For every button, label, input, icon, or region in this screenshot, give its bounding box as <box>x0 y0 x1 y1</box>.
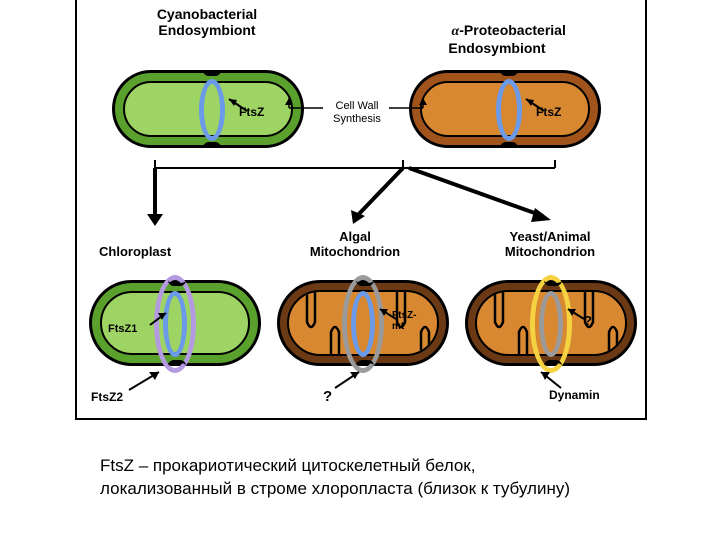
caption-line2: локализованный в строме хлоропласта (бли… <box>100 479 570 498</box>
ftszmt-label: FtsZ- mt <box>392 311 416 332</box>
dynamin-label: Dynamin <box>549 388 600 402</box>
arrow-to-algal <box>347 168 417 230</box>
ftsz2-pointer <box>127 368 167 394</box>
cyano-ftsz-label: FtsZ <box>239 105 264 119</box>
caption-line1: FtsZ – прокариотический цитоскелетный бе… <box>100 456 475 475</box>
ftsz1-label: FtsZ1 <box>108 323 137 335</box>
caption: FtsZ – прокариотический цитоскелетный бе… <box>100 455 640 501</box>
arrow-to-yeast <box>409 168 559 230</box>
arrow-to-chloroplast <box>147 168 167 230</box>
algal-outer-ring <box>342 275 384 373</box>
cyano-ftsz-ring <box>199 79 225 141</box>
yeast-mito: ? <box>465 280 637 366</box>
proteobacterium: FtsZ <box>409 70 601 148</box>
cellwall-left-conn <box>283 96 327 126</box>
cellwall-right-conn <box>387 96 431 126</box>
cyano-title: Cyanobacterial Endosymbiont <box>127 6 287 38</box>
algal-mito: FtsZ- mt <box>277 280 449 366</box>
chloroplast: FtsZ1 <box>89 280 261 366</box>
diagram-frame: Cyanobacterial Endosymbiont α-Proteobact… <box>75 0 647 420</box>
cyanobacterium: FtsZ <box>112 70 304 148</box>
algal-q-pointer <box>333 368 367 392</box>
proteo-title: α-Proteobacterial Endosymbiont <box>407 6 587 72</box>
yeast-title: Yeast/Animal Mitochondrion <box>485 230 615 260</box>
chloroplast-title: Chloroplast <box>99 244 171 259</box>
ftsz2-label: FtsZ2 <box>91 390 123 404</box>
algal-title: Algal Mitochondrion <box>295 230 415 260</box>
proteo-ftsz-ring <box>496 79 522 141</box>
cellwall-label: Cell Wall Synthesis <box>322 100 392 125</box>
algal-question: ? <box>323 388 332 405</box>
dynamin-ring <box>530 275 572 373</box>
yeast-inner-question: ? <box>584 313 592 328</box>
proteo-ftsz-label: FtsZ <box>536 105 561 119</box>
slide-root: Cyanobacterial Endosymbiont α-Proteobact… <box>0 0 720 540</box>
